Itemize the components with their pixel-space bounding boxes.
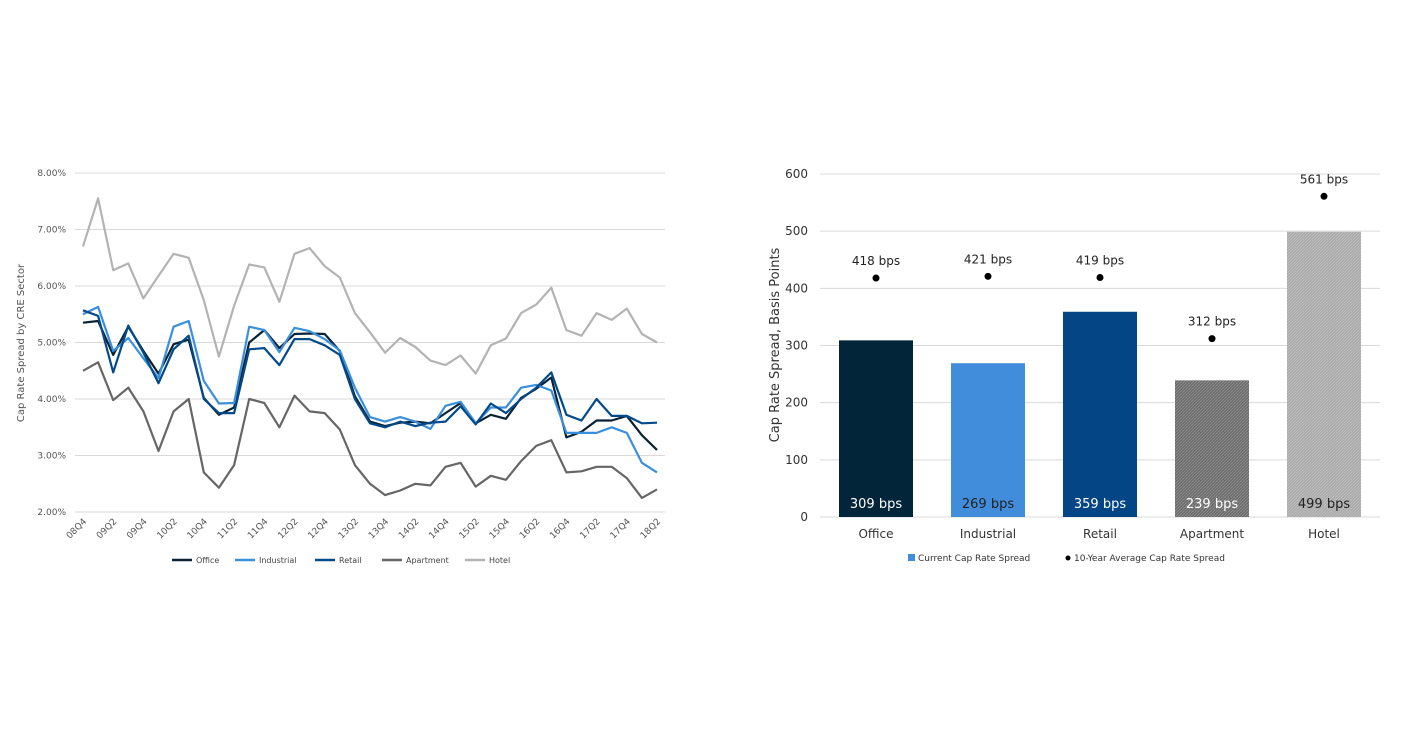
legend-label-office: Office xyxy=(196,556,219,565)
x-tick-label: 11Q2 xyxy=(216,517,240,541)
x-tick-label: 11Q4 xyxy=(246,517,270,541)
x-category-label: Office xyxy=(858,527,893,541)
x-tick-label: 17Q4 xyxy=(609,517,633,541)
bar-data-label: 499 bps xyxy=(1298,497,1350,512)
bar-industrial xyxy=(951,363,1025,517)
x-tick-label: 09Q2 xyxy=(95,517,119,541)
y-tick-label: 400 xyxy=(785,281,808,295)
average-data-label: 312 bps xyxy=(1188,315,1236,329)
legend-label-hotel: Hotel xyxy=(489,556,510,565)
series-line-retail xyxy=(82,309,658,429)
average-dot-office xyxy=(872,274,880,282)
average-dot-industrial xyxy=(984,272,992,280)
legend-label-average: 10-Year Average Cap Rate Spread xyxy=(1074,554,1225,564)
y-tick-label: 3.00% xyxy=(37,452,66,462)
y-tick-label: 0 xyxy=(800,510,808,524)
x-tick-label: 16Q4 xyxy=(548,517,572,541)
bar-data-label: 359 bps xyxy=(1074,497,1126,512)
legend-label-industrial: Industrial xyxy=(259,556,297,565)
line-chart-y-label: Cap Rate Spread by CRE Sector xyxy=(16,263,27,422)
bar-chart-y-label: Cap Rate Spread, Basis Points xyxy=(768,247,783,442)
bar-apartment xyxy=(1175,380,1249,517)
x-tick-label: 14Q2 xyxy=(397,517,421,541)
x-tick-label: 13Q2 xyxy=(337,517,361,541)
series-line-hotel xyxy=(81,197,658,375)
bar-office xyxy=(839,340,913,517)
y-tick-label: 600 xyxy=(785,167,808,181)
x-tick-label: 12Q4 xyxy=(307,517,331,541)
x-tick-label: 13Q4 xyxy=(367,517,391,541)
x-tick-label: 08Q4 xyxy=(65,517,89,541)
series-line-industrial xyxy=(82,305,658,474)
x-tick-label: 15Q4 xyxy=(488,517,512,541)
average-data-label: 418 bps xyxy=(852,254,900,268)
y-tick-label: 200 xyxy=(785,396,808,410)
legend-label-apartment: Apartment xyxy=(406,556,449,565)
average-dot-retail xyxy=(1096,273,1104,281)
y-tick-label: 100 xyxy=(785,453,808,467)
y-tick-label: 500 xyxy=(785,224,808,238)
legend-label-current: Current Cap Rate Spread xyxy=(918,554,1030,564)
bar-data-label: 309 bps xyxy=(850,497,902,512)
x-tick-label: 10Q4 xyxy=(186,517,210,541)
bar-data-label: 239 bps xyxy=(1186,497,1238,512)
x-tick-label: 15Q2 xyxy=(458,517,482,541)
average-dot-apartment xyxy=(1208,335,1216,343)
x-tick-label: 09Q4 xyxy=(125,517,149,541)
y-tick-label: 300 xyxy=(785,339,808,353)
x-tick-label: 16Q2 xyxy=(518,517,542,541)
legend-dot-average xyxy=(1065,555,1071,561)
x-category-label: Apartment xyxy=(1180,527,1244,541)
x-category-label: Retail xyxy=(1083,527,1117,541)
average-data-label: 561 bps xyxy=(1300,172,1348,186)
bar-hotel xyxy=(1287,231,1361,517)
y-tick-label: 2.00% xyxy=(37,508,66,518)
average-dot-hotel xyxy=(1320,192,1328,200)
x-tick-label: 12Q2 xyxy=(276,517,300,541)
x-tick-label: 14Q4 xyxy=(427,517,451,541)
y-tick-label: 8.00% xyxy=(37,169,66,179)
x-category-label: Hotel xyxy=(1308,527,1340,541)
legend-swatch-current xyxy=(908,554,915,561)
x-category-label: Industrial xyxy=(960,527,1016,541)
average-data-label: 421 bps xyxy=(964,252,1012,266)
y-tick-label: 5.00% xyxy=(37,339,66,349)
x-tick-label: 17Q2 xyxy=(578,517,602,541)
series-line-apartment xyxy=(82,361,658,499)
bar-data-label: 269 bps xyxy=(962,497,1014,512)
y-tick-label: 6.00% xyxy=(37,282,66,292)
average-data-label: 419 bps xyxy=(1076,253,1124,267)
bar-retail xyxy=(1063,311,1137,517)
y-tick-label: 7.00% xyxy=(37,226,66,236)
line-chart: Cap Rate Spread by CRE Sector 2.00% 3.00%… xyxy=(16,169,665,565)
x-tick-label: 10Q2 xyxy=(156,517,180,541)
legend-label-retail: Retail xyxy=(339,556,362,565)
x-tick-label: 18Q2 xyxy=(639,517,663,541)
y-tick-label: 4.00% xyxy=(37,395,66,405)
bar-chart: Cap Rate Spread, Basis Points 0 100 200 300… xyxy=(768,167,1380,564)
